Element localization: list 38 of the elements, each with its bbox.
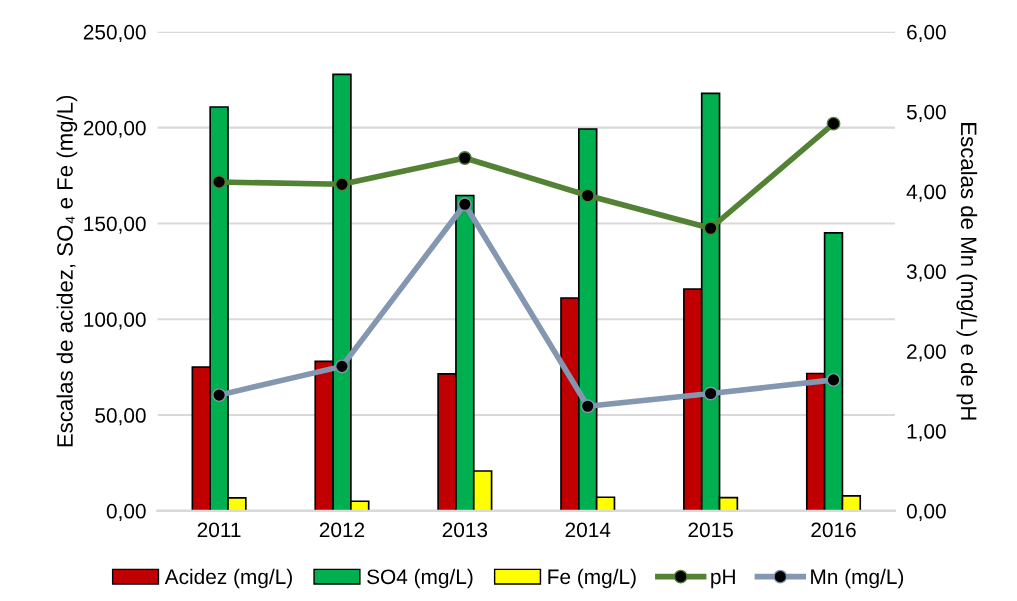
point: [826, 372, 841, 387]
point: [826, 116, 841, 131]
y2-axis-title: Escalas de Mn (mg/L) e de pH: [956, 123, 978, 420]
point: [212, 388, 227, 403]
y2-tick-label: 5,00: [906, 104, 946, 122]
legend-label: pH: [711, 569, 735, 589]
legend-label: Acidez (mg/L): [164, 568, 292, 589]
x-tick-label: 2013: [442, 522, 488, 538]
y-tick-label: 50,00: [95, 408, 146, 426]
point: [335, 177, 349, 192]
y2-tick-label: 3,00: [906, 264, 946, 282]
y2-tick-label: 6,00: [907, 24, 946, 43]
y-tick-label: 250,00: [83, 24, 146, 43]
y-tick-label: 150,00: [84, 216, 146, 234]
y2-tick-label: 4,00: [906, 184, 946, 202]
point: [212, 174, 227, 189]
y2-tick-label: 1,00: [907, 424, 946, 442]
point: [580, 188, 595, 203]
point: [703, 386, 718, 401]
legend-label: Mn (mg/L): [811, 568, 904, 589]
x-tick-label: 2014: [565, 522, 611, 538]
y-axis-title: Escalas de acidez, SO₄ e Fe (mg/L): [56, 95, 78, 447]
legend-label: Fe (mg/L): [548, 568, 636, 589]
y-tick-label: 200,00: [83, 120, 146, 138]
legend-label: SO4 (mg/L): [367, 568, 473, 589]
y-tick-label: 0,00: [106, 503, 146, 522]
point: [703, 221, 718, 236]
point: [580, 399, 595, 414]
point: [457, 151, 472, 165]
x-tick-label: 2012: [319, 522, 365, 538]
point: [335, 359, 349, 374]
y-tick-label: 100,00: [84, 312, 146, 330]
y2-tick-label: 2,00: [907, 344, 946, 362]
x-tick-label: 2015: [688, 522, 733, 538]
y2-tick-label: 0,00: [906, 503, 946, 522]
point: [457, 197, 472, 212]
x-tick-label: 2016: [811, 522, 856, 538]
x-tick-label: 2011: [197, 522, 241, 538]
